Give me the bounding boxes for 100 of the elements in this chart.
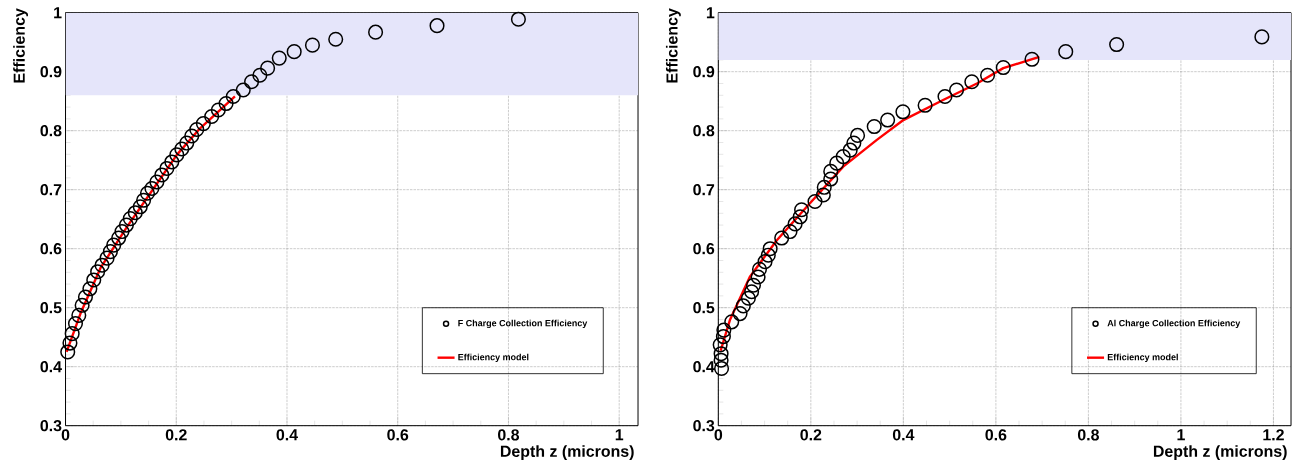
point xyxy=(64,326,80,342)
point xyxy=(114,224,130,240)
y-tick-label: 1 xyxy=(54,7,62,19)
point xyxy=(807,193,823,210)
point xyxy=(189,121,205,138)
y-tick-label: 1 xyxy=(706,7,715,19)
point xyxy=(842,142,858,158)
point xyxy=(252,67,268,83)
x-tick-label: 0.8 xyxy=(1077,429,1099,441)
x-tick-label: 0.4 xyxy=(892,429,915,441)
x-tick-label: 0.6 xyxy=(985,429,1007,441)
point xyxy=(149,174,165,190)
point xyxy=(82,281,98,297)
point xyxy=(368,24,384,40)
point xyxy=(184,128,200,144)
point xyxy=(195,116,211,132)
point xyxy=(750,269,766,285)
line-series xyxy=(65,95,237,354)
point xyxy=(762,241,778,257)
legend-label: Efficiency model xyxy=(1107,353,1178,363)
point xyxy=(1058,44,1074,60)
point xyxy=(787,216,803,232)
point xyxy=(1109,37,1125,53)
y-axis-title: Efficiency xyxy=(13,8,28,83)
point xyxy=(118,217,134,233)
point xyxy=(751,261,768,277)
point xyxy=(782,224,798,240)
point xyxy=(1254,29,1270,45)
point xyxy=(174,141,190,157)
legend-label: Efficiency model xyxy=(458,353,529,363)
point xyxy=(724,314,740,330)
y-tick-label: 0.8 xyxy=(40,125,62,137)
point xyxy=(744,284,760,300)
point xyxy=(846,135,862,151)
y-tick-label: 0.6 xyxy=(40,243,62,255)
point xyxy=(77,289,93,305)
point xyxy=(111,230,127,246)
point xyxy=(937,88,953,105)
point xyxy=(715,329,731,345)
point xyxy=(735,298,751,314)
point xyxy=(74,297,90,313)
point xyxy=(210,102,226,118)
x-tick-label: 0 xyxy=(714,429,723,441)
point xyxy=(286,44,302,60)
x-axis-title: Depth z (microns) xyxy=(500,445,634,461)
point xyxy=(995,60,1011,76)
point xyxy=(757,254,773,270)
point xyxy=(880,112,896,128)
point xyxy=(760,247,776,263)
x-tick-label: 0.2 xyxy=(800,429,822,441)
point xyxy=(964,74,980,90)
x-tick-label: 1 xyxy=(615,429,624,441)
point xyxy=(740,290,756,306)
point xyxy=(260,60,276,76)
x-tick-label: 1.2 xyxy=(1263,429,1284,441)
y-tick-label: 0.6 xyxy=(693,243,715,255)
y-tick-label: 0.4 xyxy=(693,361,715,373)
point xyxy=(732,306,748,322)
point xyxy=(218,95,234,112)
legend-label: F Charge Collection Efficiency xyxy=(458,319,588,329)
point xyxy=(136,192,152,208)
y-tick-label: 0.3 xyxy=(40,420,62,432)
y-tick-label: 0.4 xyxy=(40,361,62,373)
point xyxy=(712,337,728,353)
point xyxy=(90,264,106,280)
point xyxy=(60,344,76,360)
x-tick-label: 0.4 xyxy=(276,429,298,441)
point xyxy=(510,11,526,27)
point xyxy=(823,171,839,187)
point xyxy=(713,346,729,362)
point xyxy=(204,108,220,125)
x-tick-label: 1 xyxy=(1177,429,1185,441)
x-tick-label: 0.8 xyxy=(498,429,520,441)
point xyxy=(304,37,321,53)
point xyxy=(179,135,195,151)
x-tick-label: 0.2 xyxy=(165,429,187,441)
point xyxy=(823,163,839,179)
y-tick-label: 0.9 xyxy=(693,66,715,78)
point xyxy=(67,316,84,332)
point xyxy=(774,230,790,246)
point xyxy=(713,352,729,368)
y-tick-label: 0.3 xyxy=(693,420,715,432)
x-tick-label: 0 xyxy=(61,429,70,441)
point xyxy=(716,322,732,338)
point xyxy=(244,74,260,90)
point xyxy=(328,31,344,47)
point xyxy=(71,307,87,323)
point xyxy=(106,237,122,253)
point xyxy=(1024,51,1040,67)
point xyxy=(132,199,148,215)
x-axis-title: Depth z (microns) xyxy=(1153,445,1287,461)
point xyxy=(917,97,933,113)
point xyxy=(745,277,762,293)
point xyxy=(895,104,911,120)
point xyxy=(792,209,808,225)
line-series xyxy=(719,55,1041,352)
point xyxy=(225,88,241,105)
y-axis-title: Efficiency xyxy=(665,8,681,83)
y-tick-label: 0.8 xyxy=(693,125,715,137)
point xyxy=(949,82,965,98)
